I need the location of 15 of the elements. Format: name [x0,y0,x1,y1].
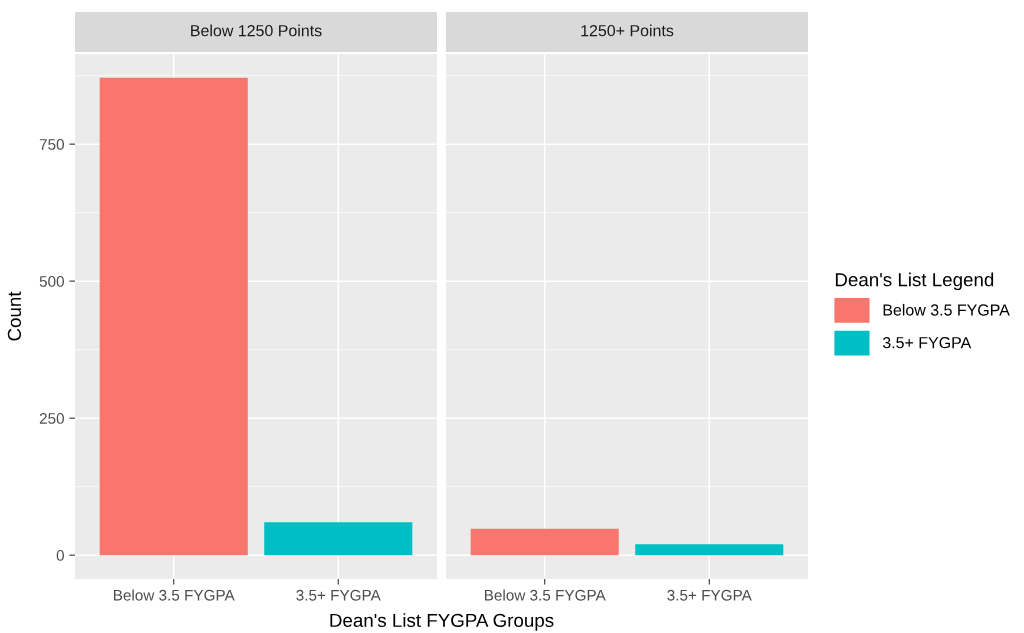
y-tick-label: 750 [39,139,64,150]
y-tick-label: 500 [39,276,64,287]
y-axis-title: Count [7,291,22,341]
legend-label: 3.5+ FYGPA [882,336,972,349]
y-tick-label: 0 [56,550,64,561]
legend-title: Dean's List Legend [835,272,994,291]
legend-label: Below 3.5 FYGPA [883,303,1010,316]
x-tick-label: Below 3.5 FYGPA [113,589,235,601]
y-tick-label: 250 [39,413,64,424]
x-tick-label: 3.5+ FYGPA [296,589,381,601]
x-tick-label: Below 3.5 FYGPA [484,589,606,601]
x-axis-title: Dean's List FYGPA Groups [330,613,554,631]
chart-title: Below 1250 Points [191,24,322,37]
x-tick-label: 3.5+ FYGPA [667,589,752,601]
chart-title: 1250+ Points [581,24,674,37]
